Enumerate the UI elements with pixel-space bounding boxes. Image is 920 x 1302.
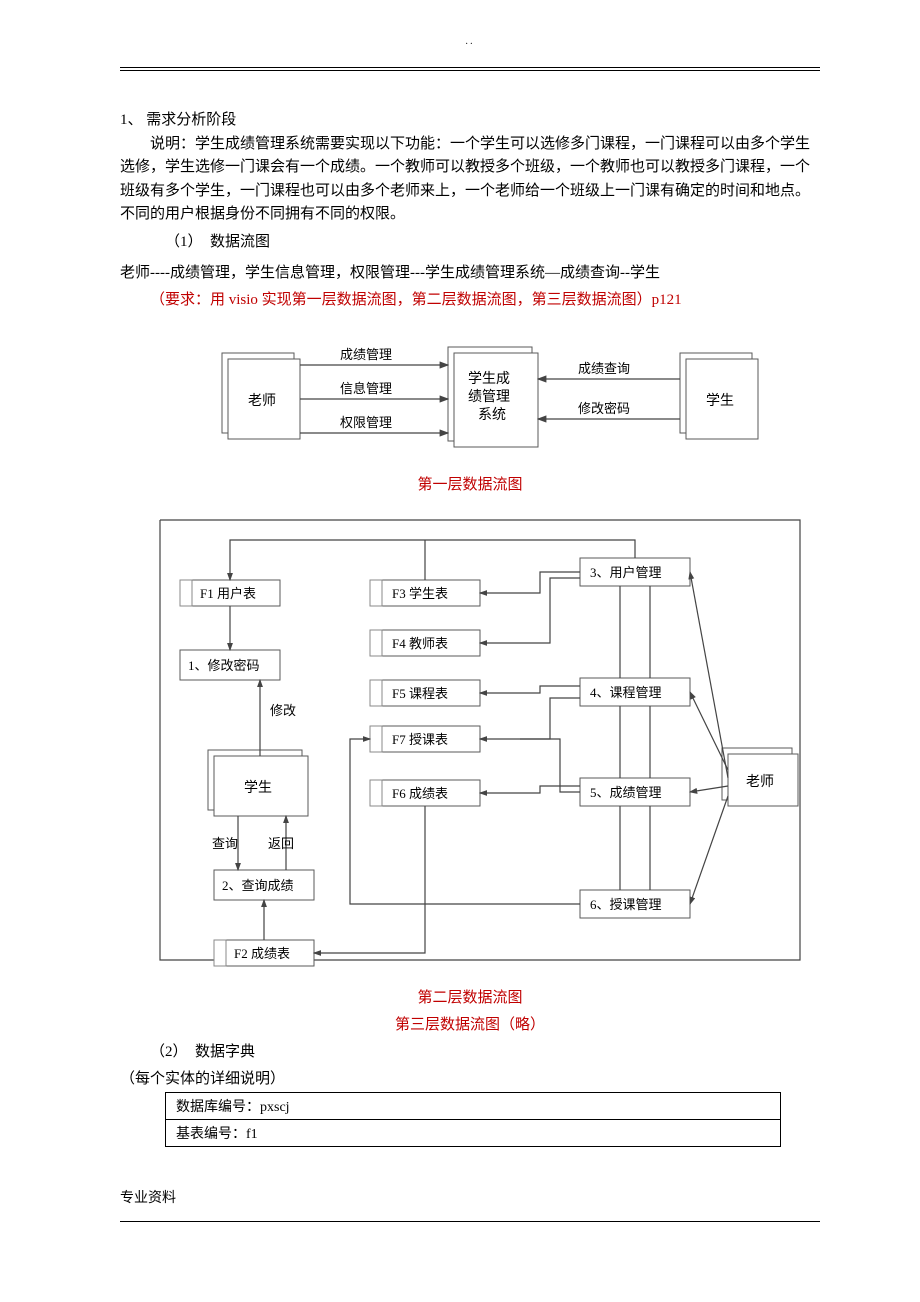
page: .. 1、 需求分析阶段 说明：学生成绩管理系统需要实现以下功能：一个学生可以选… (0, 0, 920, 1262)
caption-level-3: 第三层数据流图（略） (120, 1013, 820, 1034)
dfd1-l2: 权限管理 (340, 415, 392, 430)
section-1-text: 需求分析阶段 (146, 112, 236, 128)
n-f2: F2 成绩表 (234, 946, 290, 961)
top-rule-1 (120, 70, 820, 71)
caption-level-1: 第一层数据流图 (120, 473, 820, 494)
flow-text-line: 老师----成绩管理，学生信息管理，权限管理---学生成绩管理系统—成绩查询--… (120, 261, 820, 282)
item-2-note: （每个实体的详细说明） (120, 1067, 820, 1088)
lbl-modify: 修改 (270, 703, 296, 718)
n-p4: 4、课程管理 (590, 685, 662, 700)
lbl-query: 查询 (212, 836, 238, 851)
n-teacher: 老师 (746, 774, 774, 790)
n-p5: 5、成绩管理 (590, 785, 662, 800)
lbl-return: 返回 (268, 836, 294, 851)
item-1-title: 数据流图 (210, 234, 270, 250)
dfd1-sys3: 系统 (478, 407, 506, 423)
bottom-rule (120, 1221, 820, 1222)
n-f6: F6 成绩表 (392, 786, 448, 801)
dfd1-l1: 信息管理 (340, 381, 392, 396)
dfd1-r0: 成绩查询 (578, 361, 630, 376)
dd-row-0: 数据库编号：pxscj (166, 1093, 781, 1120)
caption-level-2: 第二层数据流图 (120, 986, 820, 1007)
n-f5: F5 课程表 (392, 686, 448, 701)
dfd1-r1: 修改密码 (578, 401, 630, 416)
n-f3: F3 学生表 (392, 586, 448, 601)
n-p3: 3、用户管理 (590, 565, 662, 580)
footer-text: 专业资料 (120, 1187, 820, 1207)
section-1-num: 1、 (120, 112, 143, 128)
item-2: （2） 数据字典 (150, 1040, 820, 1061)
n-p6: 6、授课管理 (590, 897, 662, 912)
dfd1-l0: 成绩管理 (340, 347, 392, 362)
item-1: （1） 数据流图 (165, 230, 820, 251)
item-1-num: （1） (165, 234, 203, 250)
n-f4: F4 教师表 (392, 636, 448, 651)
header-dots: .. (120, 35, 820, 47)
red-requirement: （要求：用 visio 实现第一层数据流图，第二层数据流图，第三层数据流图）p1… (150, 288, 820, 309)
dfd1-student: 学生 (706, 393, 734, 409)
section-1-title: 1、 需求分析阶段 (120, 108, 820, 129)
dfd-level-2: F1 用户表 1、修改密码 学生 2、查询成绩 F2 成绩表 F3 学生表 F4… (120, 500, 820, 980)
top-rule-2 (120, 67, 820, 68)
dfd1-sys1: 学生成 (468, 371, 510, 387)
n-f7: F7 授课表 (392, 732, 448, 747)
n-p1: 1、修改密码 (188, 658, 260, 673)
data-dictionary-table: 数据库编号：pxscj 基表编号：f1 (165, 1092, 781, 1147)
n-p2: 2、查询成绩 (222, 878, 294, 893)
dfd1-sys2: 绩管理 (468, 389, 510, 405)
dfd-level-1: 老师 学生成 绩管理 系统 学生 成绩管理 信息管理 权限管理 成绩查询 修改密… (160, 317, 780, 467)
dfd1-teacher: 老师 (248, 393, 276, 409)
dd-row-1: 基表编号：f1 (166, 1120, 781, 1147)
item-2-title: 数据字典 (195, 1044, 255, 1060)
n-student: 学生 (244, 780, 272, 796)
section-1-desc: 说明：学生成绩管理系统需要实现以下功能：一个学生可以选修多门课程，一门课程可以由… (120, 133, 820, 226)
item-2-num: （2） (150, 1044, 188, 1060)
n-f1: F1 用户表 (200, 586, 256, 601)
